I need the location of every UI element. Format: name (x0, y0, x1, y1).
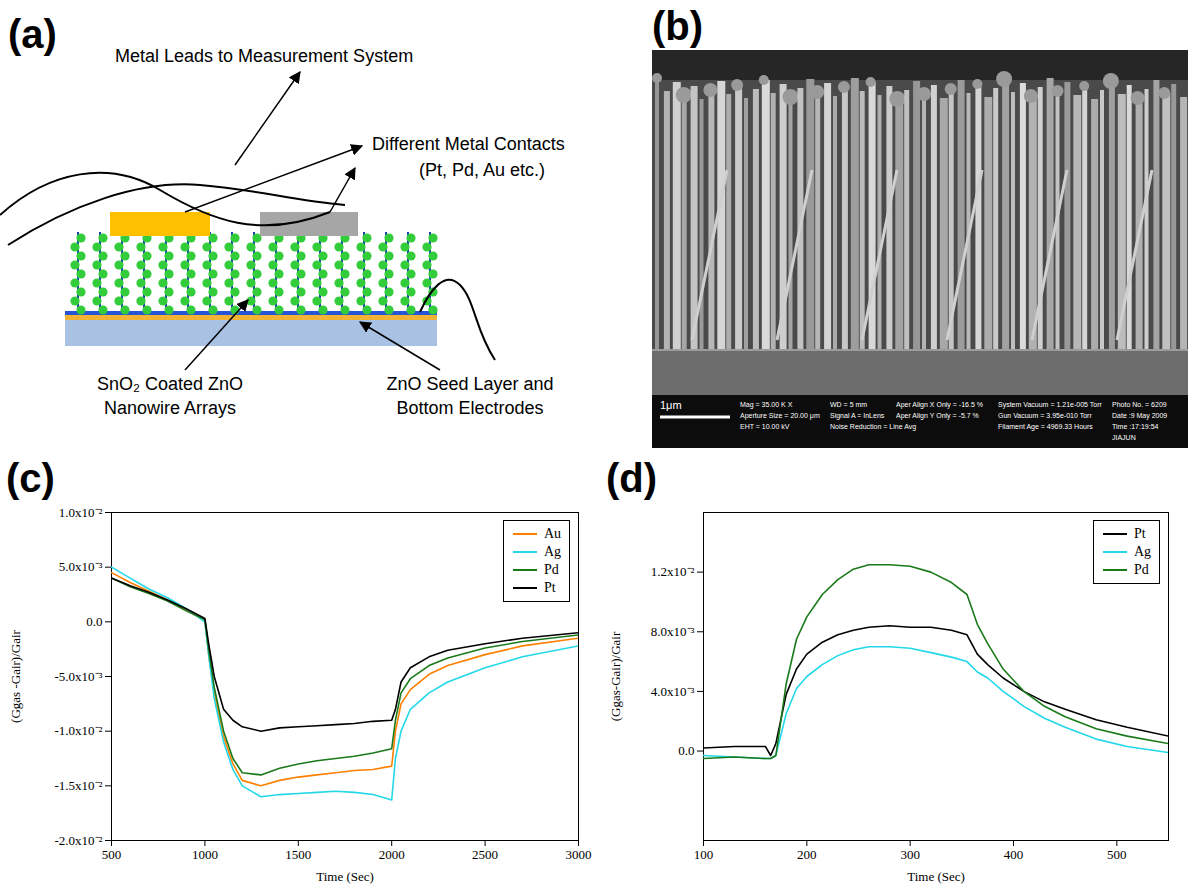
svg-text:(Ggas -Gair)/Gair: (Ggas -Gair)/Gair (8, 629, 23, 722)
html-text:Pd: Pd (1133, 562, 1149, 577)
svg-text:100: 100 (694, 847, 714, 862)
svg-text:(Ggas-Gair)/Gair: (Ggas-Gair)/Gair (608, 631, 623, 721)
svg-text:8.0x10⁻³: 8.0x10⁻³ (651, 624, 695, 639)
html-text:(c): (c) (6, 456, 55, 500)
svg-text:-1.5x10⁻²: -1.5x10⁻² (55, 778, 103, 793)
svg-text:400: 400 (1004, 847, 1024, 862)
svg-text:1500: 1500 (285, 847, 311, 862)
svg-text:-1.0x10⁻²: -1.0x10⁻² (55, 723, 103, 738)
svg-text:0.0: 0.0 (86, 614, 102, 629)
svg-text:Aper Align Y Only = -5.7 %: Aper Align Y Only = -5.7 % (896, 412, 979, 420)
svg-text:Time (Sec): Time (Sec) (907, 869, 965, 884)
svg-text:Aper Align X Only = -16.5 %: Aper Align X Only = -16.5 % (896, 401, 983, 409)
svg-text:500: 500 (102, 847, 122, 862)
svg-text:(a): (a) (8, 12, 57, 56)
svg-text:-2.0x10⁻²: -2.0x10⁻² (55, 833, 103, 848)
svg-text:Filament Age = 4969.33 Hours: Filament Age = 4969.33 Hours (998, 423, 1093, 431)
svg-text:300: 300 (900, 847, 920, 862)
svg-text:2000: 2000 (379, 847, 405, 862)
svg-text:1.0x10⁻²: 1.0x10⁻² (59, 505, 103, 520)
svg-text:JIAJUN: JIAJUN (1112, 434, 1136, 441)
html-text:Ag: Ag (1133, 544, 1151, 559)
svg-text:Different Metal Contacts: Different Metal Contacts (372, 134, 565, 154)
svg-text:Time (Sec): Time (Sec) (316, 869, 374, 884)
svg-text:Photo No. = 6209: Photo No. = 6209 (1112, 401, 1167, 408)
svg-text:Noise Reduction = Line Avg: Noise Reduction = Line Avg (830, 423, 916, 431)
svg-text:(b): (b) (652, 4, 703, 48)
svg-text:-5.0x10⁻³: -5.0x10⁻³ (55, 669, 103, 684)
html-text:Pd: Pd (543, 562, 559, 577)
svg-text:Time :17:19:54: Time :17:19:54 (1112, 423, 1159, 430)
svg-text:2500: 2500 (472, 847, 498, 862)
svg-text:0.0: 0.0 (678, 743, 694, 758)
svg-text:Gun Vacuum = 3.95e-010 Torr: Gun Vacuum = 3.95e-010 Torr (998, 412, 1092, 419)
svg-text:1.2x10⁻²: 1.2x10⁻² (651, 564, 695, 579)
svg-text:(Pt, Pd, Au etc.): (Pt, Pd, Au etc.) (419, 160, 545, 180)
svg-text:200: 200 (797, 847, 817, 862)
svg-text:Signal A = InLens: Signal A = InLens (830, 412, 885, 420)
svg-text:Nanowire Arrays: Nanowire Arrays (104, 398, 236, 418)
svg-text:1μm: 1μm (660, 399, 682, 411)
svg-text:1000: 1000 (192, 847, 218, 862)
html-text:Pt: Pt (543, 580, 556, 595)
svg-text:5.0x10⁻³: 5.0x10⁻³ (59, 559, 103, 574)
svg-text:ZnO Seed Layer and: ZnO Seed Layer and (386, 374, 553, 394)
svg-text:Metal Leads to Measurement Sys: Metal Leads to Measurement System (115, 46, 413, 66)
svg-text:WD = 5 mm: WD = 5 mm (830, 401, 867, 408)
html-text:Ag: Ag (543, 544, 561, 559)
svg-text:Aperture Size = 20.00 μm: Aperture Size = 20.00 μm (740, 412, 820, 420)
svg-text:System Vacuum = 1.21e-005 Torr: System Vacuum = 1.21e-005 Torr (998, 401, 1102, 409)
html-text:Pt: Pt (1133, 526, 1146, 541)
html-text:(d): (d) (606, 456, 658, 500)
html-text:Au: Au (543, 526, 561, 541)
svg-text:Date :9 May 2009: Date :9 May 2009 (1112, 412, 1167, 420)
svg-text:EHT = 10.00 kV: EHT = 10.00 kV (740, 423, 790, 430)
svg-text:Mag = 35.00 K X: Mag = 35.00 K X (740, 401, 793, 409)
svg-text:Bottom Electrodes: Bottom Electrodes (396, 398, 543, 418)
svg-text:500: 500 (1107, 847, 1127, 862)
svg-text:3000: 3000 (566, 847, 592, 862)
svg-text:SnO₂ Coated ZnO: SnO₂ Coated ZnO (97, 374, 243, 394)
svg-text:4.0x10⁻³: 4.0x10⁻³ (651, 684, 695, 699)
